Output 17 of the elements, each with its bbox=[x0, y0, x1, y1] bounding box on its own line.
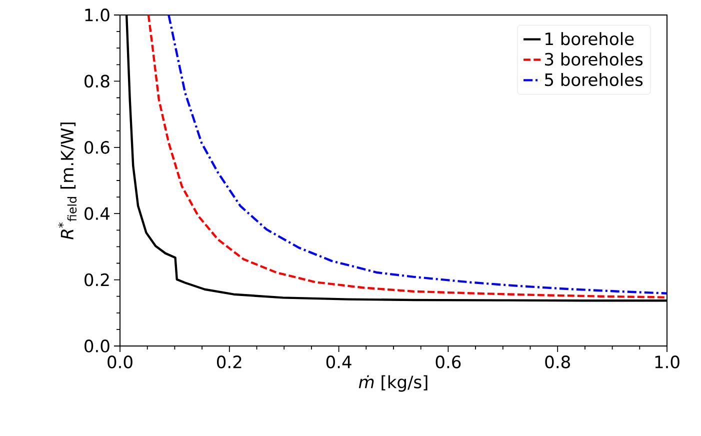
x-tick-label: 1.0 bbox=[655, 356, 680, 368]
y-tick-label: 0.2 bbox=[84, 273, 109, 286]
x-tick-label: 0.6 bbox=[436, 356, 461, 368]
legend-label: 1 borehole bbox=[546, 32, 634, 46]
y-tick-label: 0.6 bbox=[84, 140, 110, 154]
legend-label: 3 boreholes bbox=[544, 52, 643, 66]
y-tick-label: 0.8 bbox=[84, 74, 110, 88]
x-tick-label: 0.2 bbox=[217, 356, 242, 368]
y-tick-label: 0.0 bbox=[84, 340, 110, 352]
y-tick-label: 1.0 bbox=[85, 8, 110, 22]
x-tick-label: 0.0 bbox=[108, 356, 132, 368]
y-axis-title: R$^{*}$$_{field}$ [m.K/W] bbox=[58, 122, 77, 240]
x-tick-label: 0.8 bbox=[545, 356, 570, 368]
x-tick-label: 0.4 bbox=[326, 356, 352, 368]
x-axis-title: ṁ [kg/s] bbox=[358, 375, 428, 392]
legend-label: 5 boreholes bbox=[545, 72, 643, 86]
y-tick-label: 0.4 bbox=[84, 207, 110, 220]
